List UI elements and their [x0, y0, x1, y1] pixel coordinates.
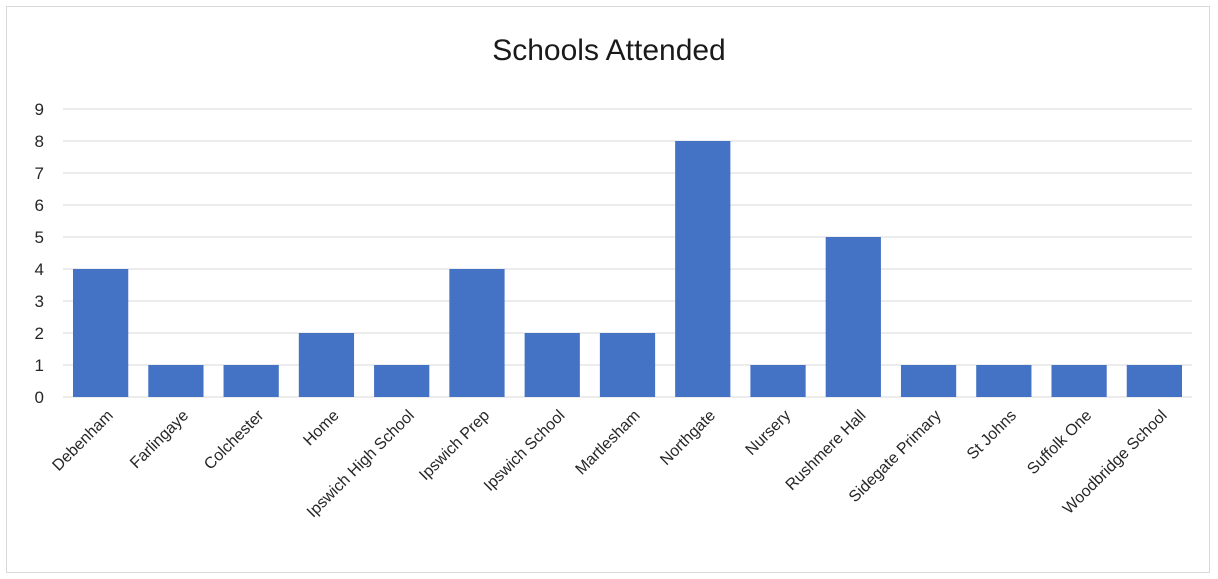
y-tick-label: 6: [35, 196, 44, 215]
y-tick-label: 7: [35, 164, 44, 183]
y-tick-label: 8: [35, 132, 44, 151]
bar-farlingaye: [148, 365, 204, 397]
bar-colchester: [223, 365, 279, 397]
x-category-label: Northgate: [657, 407, 719, 469]
x-category-label: St Johns: [964, 407, 1020, 463]
x-category-label: Ipswich Prep: [416, 407, 493, 484]
bar-ipswich-prep: [449, 269, 505, 397]
x-category-label: Farlingaye: [127, 407, 192, 472]
x-axis-labels: Debenham Farlingaye Colchester Home Ipswich …: [49, 407, 1170, 521]
x-category-label: Rushmere Hall: [783, 407, 870, 494]
bar-martlesham: [599, 333, 656, 397]
y-tick-label: 4: [35, 260, 44, 279]
bar-rushmere-hall: [825, 237, 881, 397]
y-tick-label: 5: [35, 228, 44, 247]
chart-title: Schools Attended: [492, 34, 726, 67]
y-tick-label: 0: [35, 388, 44, 407]
x-category-label: Suffolk One: [1024, 407, 1095, 478]
bar-ipswich-high-school: [374, 365, 430, 397]
x-category-label: Home: [300, 407, 342, 449]
x-category-label: Colchester: [201, 407, 268, 474]
bar-st-johns: [976, 365, 1032, 397]
bar-sidegate-primary: [900, 365, 957, 397]
x-category-label: Debenham: [49, 407, 116, 474]
chart-area: [6, 6, 1210, 573]
bar-northgate: [675, 141, 731, 397]
y-tick-label: 2: [35, 324, 44, 343]
y-tick-label: 3: [35, 292, 44, 311]
bar-nursery: [750, 365, 806, 397]
bars: [73, 141, 1182, 397]
y-axis-ticks: 0 1 2 3 4 5 6 7 8 9: [35, 100, 44, 407]
bar-suffolk-one: [1051, 365, 1107, 397]
x-category-label: Martlesham: [573, 407, 644, 478]
bar-debenham: [73, 269, 129, 397]
bar-ipswich-school: [524, 333, 580, 397]
y-tick-label: 1: [35, 356, 44, 375]
x-category-label: Ipswich School: [481, 407, 568, 494]
bar-home: [298, 333, 355, 397]
y-tick-label: 9: [35, 100, 44, 119]
bar-woodbridge-school: [1126, 365, 1182, 397]
x-category-label: Nursery: [743, 407, 795, 459]
